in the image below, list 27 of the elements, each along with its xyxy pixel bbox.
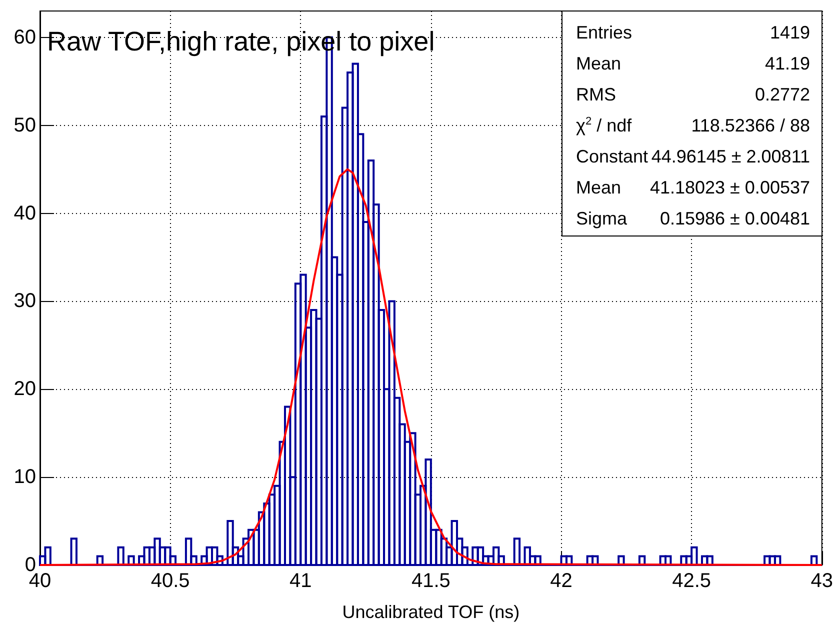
- x-tick-label: 41.5: [411, 570, 450, 592]
- annotation: Mean: [576, 178, 622, 198]
- x-tick-label: 40: [28, 570, 52, 592]
- annotation: 0.2772: [754, 84, 810, 104]
- annotation: Mean: [576, 54, 622, 74]
- x-tick-label: 41: [290, 570, 312, 592]
- annotation: 41.19: [764, 54, 810, 74]
- annotation: 118.52366 / 88: [691, 116, 810, 136]
- annotation: RMS: [576, 84, 616, 104]
- annotation: Constant: [576, 146, 648, 166]
- annotation: 41.18023 ± 0.00537: [650, 178, 810, 198]
- x-tick-label: 42.5: [672, 570, 712, 592]
- x-tick-label: 42: [550, 570, 572, 592]
- annotation: 1419: [770, 22, 810, 42]
- y-tick-label: 60: [14, 26, 36, 48]
- y-tick-label: 40: [14, 202, 36, 224]
- annotation: 44.96145 ± 2.00811: [651, 146, 810, 166]
- x-tick-label: 43: [810, 570, 833, 592]
- annotation: Entries: [576, 22, 632, 42]
- x-axis-title: Uncalibrated TOF (ns): [342, 602, 520, 622]
- x-tick-label: 40.5: [150, 570, 190, 592]
- y-tick-label: 20: [14, 378, 36, 400]
- annotation: Sigma: [576, 208, 628, 228]
- y-tick-label: 30: [14, 290, 36, 312]
- y-tick-label: 10: [14, 466, 36, 488]
- annotation: 0.15986 ± 0.00481: [660, 208, 810, 228]
- y-tick-label: 50: [14, 114, 36, 136]
